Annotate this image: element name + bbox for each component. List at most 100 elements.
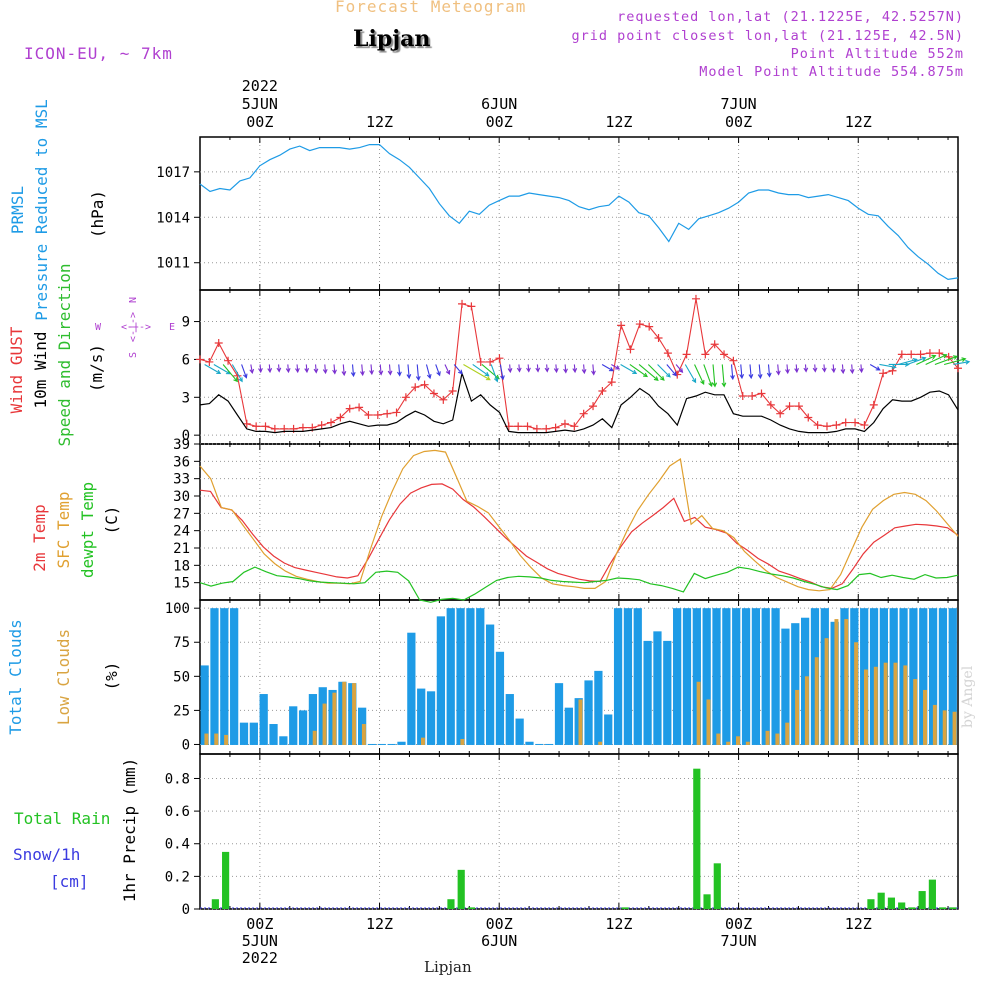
wind-direction-arrow [241,364,248,379]
total-cloud-bar [741,608,751,745]
rain-label: Total Rain [14,809,110,828]
wind-direction-arrow [397,364,402,377]
wind-direction-arrow [415,364,421,382]
wind-direction-arrow [425,364,432,380]
total-cloud-bar [722,608,731,745]
total-cloud-bar [289,706,298,745]
low-cloud-bar [706,699,711,745]
total-cloud-bar [417,688,426,745]
gust-marker [589,402,598,411]
panel-5: 0 0.2 0.4 0.6 0.8 [165,753,959,918]
rain-bar [457,869,465,909]
compass-axis-vertical: <-|-> [128,312,139,342]
total-cloud-bar [643,640,652,745]
rain-bar [467,907,476,909]
total-cloud-bar [397,741,406,745]
wind-direction-arrow [204,363,222,375]
t2m-label: 2m Temp [30,504,49,571]
gust-marker [598,386,607,395]
total-cloud-bar [633,608,642,745]
wind-direction-arrow [858,364,864,374]
wind-direction-arrow [304,364,310,374]
bottom-time-label: 12Z [366,915,393,933]
gust-marker [345,404,354,413]
total-cloud-bar [909,608,918,745]
wind-direction-arrow [313,364,319,374]
wind-direction-arrow [453,364,463,375]
low-cloud-bar [322,703,327,745]
gust-marker [720,350,729,359]
gust-marker [701,350,710,359]
top-time-label: 12Z [845,113,872,131]
pressure-unit: (hPa) [88,190,107,238]
footer-location: Lipjan [424,958,472,976]
t2m-line [199,483,959,590]
wind-direction-arrow [435,364,441,377]
top-time-label: 2022 [242,77,278,95]
wind-direction-arrow [675,364,684,374]
low-cloud-bar [726,741,731,745]
gust-marker [355,403,364,412]
total-cloud-bar [249,722,258,745]
low-cloud-bar [745,741,750,745]
gust-marker [682,350,691,359]
bottom-time-label: 00Z [725,915,752,933]
point-altitude: Point Altitude 552m [790,46,964,62]
wind-direction-arrow [444,364,451,376]
total-cloud-bar [525,741,534,745]
wind-direction-arrow [684,364,697,384]
total-cloud-bar [515,718,524,745]
wind-direction-arrow [821,364,827,373]
bottom-time-label: 2022 [242,949,278,967]
wind-direction-arrow [601,363,614,372]
total-cloud-bar [623,608,633,745]
wind-direction-arrow [267,364,273,374]
total-cloud-bar [535,743,544,745]
total-cloud-bar [673,608,682,745]
gust-marker [429,389,438,398]
wind-direction-arrow [332,364,337,375]
panel-1: 1011 1014 1017 [156,136,959,291]
rain-bar [867,899,875,909]
gust-marker [448,386,457,395]
low-cloud-bar [421,737,425,745]
gust-marker [383,409,392,418]
wind-direction-arrow [526,364,531,373]
rain-bar [898,902,906,909]
gust-marker [822,422,831,431]
total-cloud-bar [239,722,249,745]
gust-marker [364,410,373,419]
wind-direction-arrow [812,364,818,373]
total-cloud-bar [269,724,278,745]
pressure-line [199,144,959,281]
low-cloud-bar [834,619,839,745]
total-cloud-bar [367,743,377,745]
gust-marker [851,418,860,427]
total-cloud-bar [495,651,505,745]
rain-bar [211,899,219,909]
snow-unit-label: [cm] [50,872,89,891]
ytick-label: 9 [182,315,190,331]
low-cloud-bar [903,665,908,745]
wind-direction-arrow [535,364,541,373]
rain-bar [877,892,885,909]
low-cloud-bar [795,689,800,745]
gust-marker [645,322,654,331]
wind-direction-arrow [785,364,790,375]
wind-direction-arrow [694,364,705,386]
low-cloud-bar [332,692,337,745]
low-cloud-bar [863,669,868,745]
total-cloud-bar [220,608,229,745]
total-cloud-bar [781,628,790,745]
low-cloud-bar [824,638,829,745]
wind-direction-arrow [507,364,513,374]
temp-unit: (C) [102,506,121,535]
precip-unit: 1hr Precip (mm) [120,758,139,903]
wind-direction-arrow [943,357,967,366]
top-time-label: 00Z [725,113,752,131]
bottom-time-label: 12Z [845,915,872,933]
compass-axis-horizontal: <-|-> [121,322,151,333]
top-time-label: 7JUN [721,95,757,113]
wind-direction-arrow [629,364,648,378]
